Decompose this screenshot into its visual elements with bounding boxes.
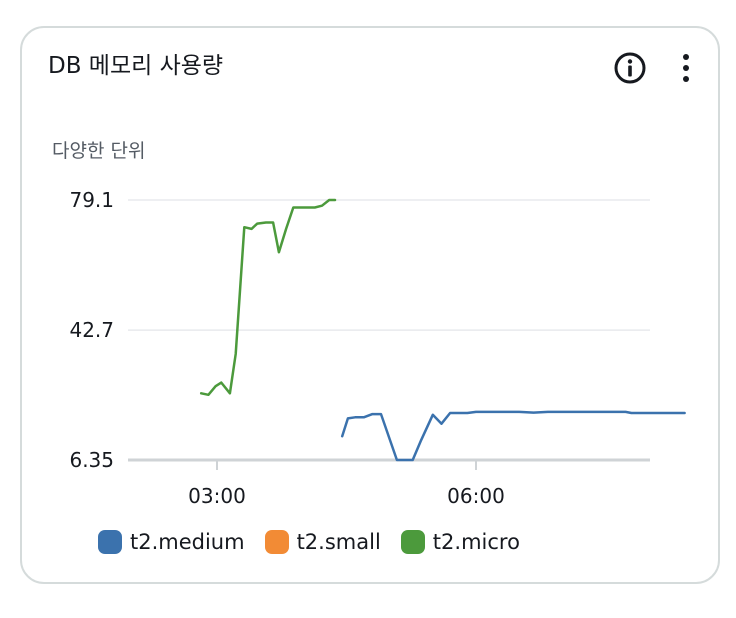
x-tick-label: 03:00 — [188, 484, 246, 508]
metric-widget-card: DB 메모리 사용량 다양한 단위 t2.medium t2.small t2.… — [20, 26, 720, 584]
legend-item-t2-small[interactable]: t2.small — [264, 530, 381, 554]
x-tick-label: 06:00 — [447, 484, 505, 508]
unit-label: 다양한 단위 — [52, 140, 146, 162]
widget-title: DB 메모리 사용량 — [48, 53, 224, 79]
series-line-t2-medium — [340, 410, 686, 462]
legend-label-t2-small: t2.small — [296, 530, 381, 554]
legend-item-t2-micro[interactable]: t2.micro — [400, 530, 520, 554]
legend-swatch-t2-medium — [98, 530, 122, 554]
y-tick-label: 79.1 — [69, 188, 114, 212]
series-line-t2-micro — [199, 198, 337, 397]
legend-swatch-t2-micro — [400, 530, 425, 554]
legend-label-t2-medium: t2.medium — [130, 530, 245, 554]
info-circle-icon[interactable] — [612, 50, 648, 86]
legend-label-t2-micro: t2.micro — [432, 530, 520, 554]
chart-legend: t2.medium t2.small t2.micro — [98, 530, 520, 554]
y-tick-label: 6.35 — [69, 448, 114, 472]
y-tick-label: 42.7 — [69, 318, 114, 342]
legend-swatch-t2-small — [264, 530, 289, 554]
vertical-ellipsis-icon[interactable] — [674, 50, 698, 86]
legend-item-t2-medium[interactable]: t2.medium — [98, 530, 245, 554]
